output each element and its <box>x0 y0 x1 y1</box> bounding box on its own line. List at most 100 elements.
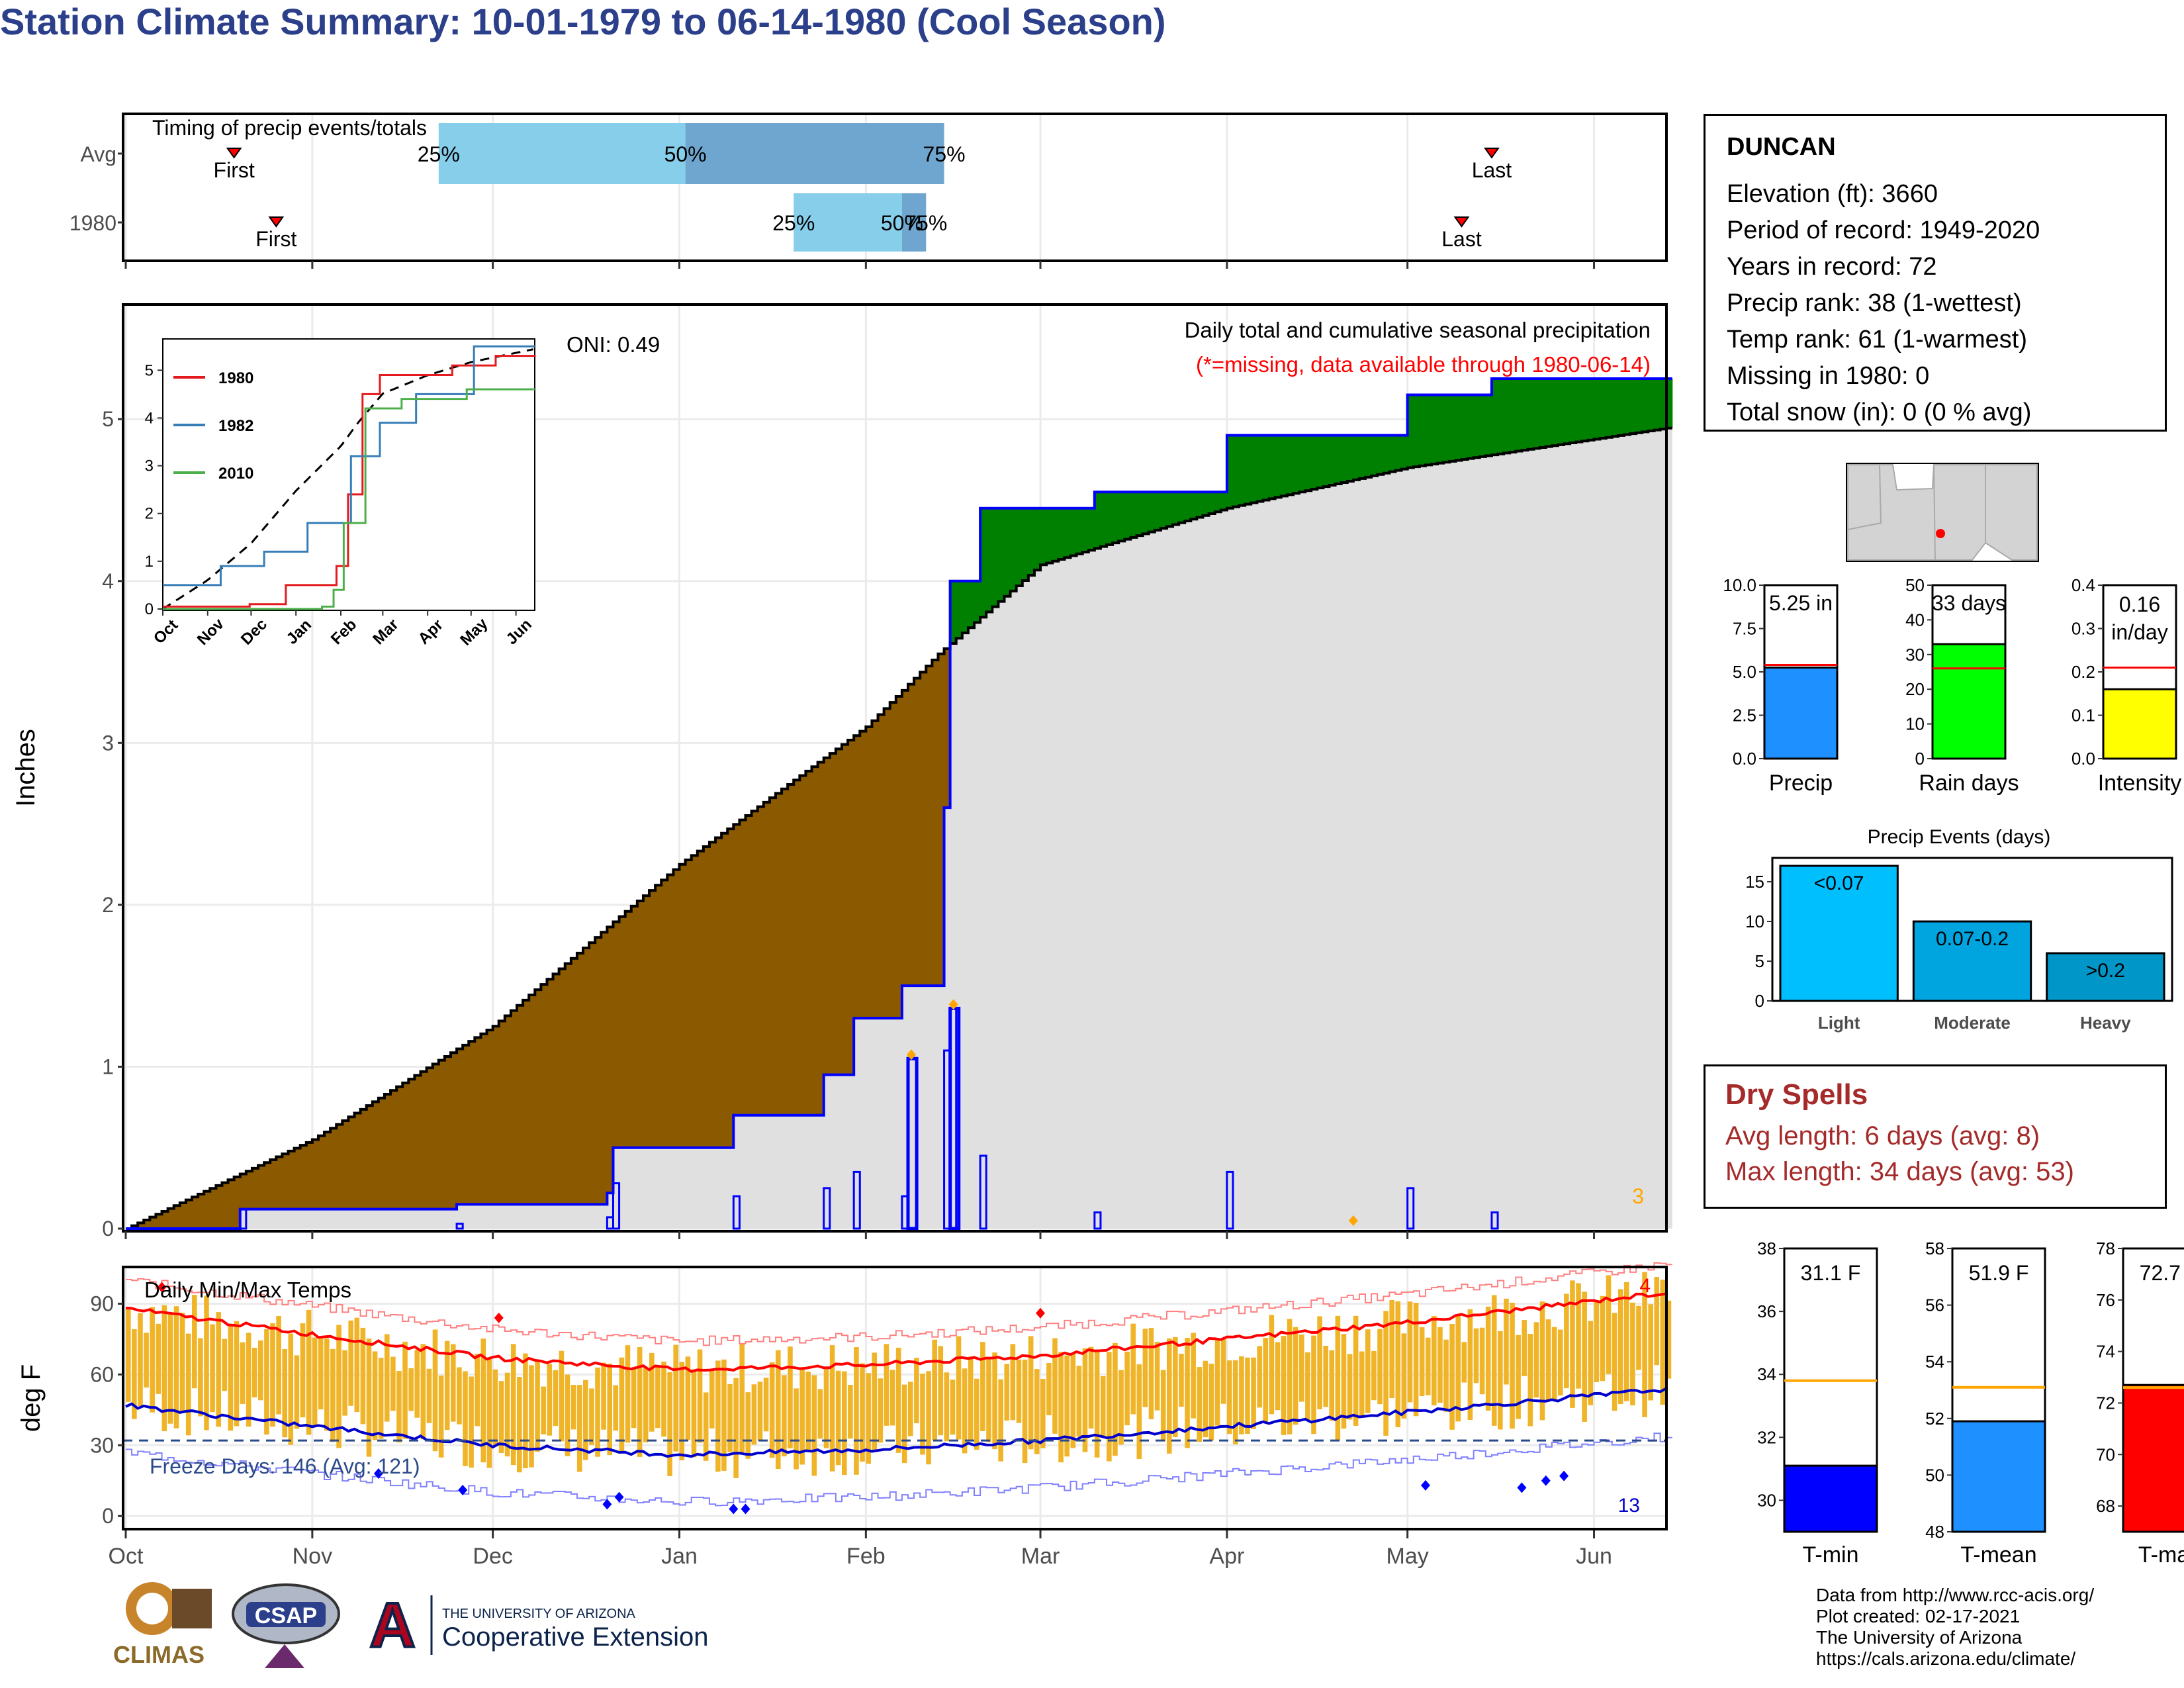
inset-avg-line <box>162 348 534 610</box>
inset-xtick-label: May <box>457 614 492 649</box>
daily-temp-bar <box>625 1345 631 1443</box>
daily-temp-bar <box>1046 1363 1052 1416</box>
ua-mark: A <box>369 1590 415 1661</box>
cumulative-diff-segment <box>908 684 915 986</box>
cumulative-diff-segment <box>1654 379 1661 430</box>
mini-bar-tick-label: 0.1 <box>2071 706 2095 726</box>
daily-temp-bar <box>835 1370 841 1466</box>
cumulative-diff-segment <box>1232 435 1240 507</box>
daily-temp-bar <box>185 1333 191 1436</box>
daily-temp-bar <box>1293 1327 1298 1425</box>
daily-temp-bar <box>216 1312 221 1427</box>
cumulative-diff-segment <box>246 1171 253 1209</box>
oni-label: ONI: 0.49 <box>567 332 660 357</box>
dry-max-length: Max length: 34 days (avg: 53) <box>1725 1157 2074 1186</box>
temp-bar-label: T-mean <box>1960 1542 2036 1568</box>
daily-temp-bar <box>583 1380 588 1460</box>
station-row: Elevation (ft): 3660 <box>1727 180 1938 208</box>
daily-temp-bar <box>1160 1370 1166 1442</box>
daily-temp-bar <box>1582 1291 1587 1422</box>
cumulative-diff-segment <box>607 927 614 1194</box>
climas-text: CLIMAS <box>113 1641 205 1668</box>
month-label: Jun <box>1576 1544 1612 1569</box>
cumulative-diff-segment <box>1329 435 1336 486</box>
daily-temp-bar <box>607 1364 612 1456</box>
daily-temp-bar <box>1623 1282 1629 1401</box>
cumulative-diff-segment <box>685 860 692 1148</box>
temp-bar-tick-label: 52 <box>1925 1409 1944 1429</box>
daily-temp-bar <box>866 1373 871 1464</box>
daily-temp-bar <box>613 1385 619 1431</box>
cumulative-diff-segment <box>727 829 734 1148</box>
temp-bar-tick-label: 72 <box>2096 1393 2115 1413</box>
temp-bar-value: 51.9 F <box>1969 1261 2029 1285</box>
daily-temp-bar <box>570 1385 576 1430</box>
cumulative-diff-segment <box>342 1120 349 1209</box>
daily-temp-bar <box>486 1357 492 1468</box>
daily-temp-bar <box>1630 1302 1635 1406</box>
station-info: DUNCAN Elevation (ft): 3660 Period of re… <box>1704 114 2167 432</box>
temp-bar-tick-label: 50 <box>1925 1465 1944 1485</box>
cumulative-diff-segment <box>1539 379 1547 447</box>
temp-bar-tick-label: 32 <box>1757 1427 1776 1447</box>
daily-temp-bar <box>132 1329 137 1419</box>
cumulative-diff-segment <box>1522 379 1529 451</box>
cumulative-diff-segment <box>1064 508 1071 558</box>
daily-temp-bar <box>998 1379 1003 1462</box>
cumulative-diff-segment <box>1269 435 1276 499</box>
mini-bar <box>1763 666 1839 760</box>
daily-temp-bar <box>697 1349 703 1443</box>
month-label: Nov <box>293 1544 332 1569</box>
daily-precip-bar <box>1490 1211 1499 1230</box>
daily-temp-bar <box>360 1327 366 1425</box>
events-tick-label: 5 <box>1755 951 1764 971</box>
daily-temp-bar <box>1232 1360 1238 1444</box>
daily-temp-bar <box>559 1350 565 1442</box>
daily-temp-bar <box>480 1338 486 1463</box>
credits: Data from http://www.rcc-acis.org/ Plot … <box>1816 1585 2094 1669</box>
mini-bar-value: 0.16 <box>2119 592 2160 616</box>
mini-bar-tick-label: 2.5 <box>1733 706 1756 726</box>
daily-temp-bar <box>1034 1369 1040 1454</box>
temp-bar <box>2122 1383 2184 1533</box>
cumulative-diff-segment <box>1510 379 1516 452</box>
daily-temp-bar <box>1365 1329 1371 1413</box>
cumulative-diff-segment <box>330 1128 337 1209</box>
cumulative-diff-segment <box>132 1225 138 1229</box>
daily-temp-bar <box>1028 1336 1034 1450</box>
cumulative-diff-segment <box>1449 395 1457 461</box>
cumulative-diff-segment <box>204 1191 210 1229</box>
daily-temp-bar <box>1317 1316 1322 1409</box>
credit-line: Data from http://www.rcc-acis.org/ <box>1816 1585 2095 1605</box>
daily-temp-bar <box>1455 1316 1461 1422</box>
cumulative-diff-segment <box>1004 508 1011 596</box>
cumulative-diff-segment <box>1570 379 1576 444</box>
daily-temp-bar <box>920 1374 925 1455</box>
first-marker <box>268 216 285 228</box>
cumulative-diff-segment <box>956 581 963 639</box>
cumulative-diff-segment <box>1606 379 1613 438</box>
daily-temp-bar <box>1166 1338 1172 1454</box>
daily-temp-bar <box>1666 1300 1672 1379</box>
daily-temp-bar <box>565 1374 570 1456</box>
daily-temp-bar <box>1220 1338 1226 1404</box>
cumulative-diff-segment <box>637 900 644 1148</box>
cumulative-diff-segment <box>1636 379 1643 433</box>
daily-temp-bar <box>895 1347 901 1453</box>
cumulative-diff-segment <box>529 994 535 1205</box>
inset-chart: 0 1 2 3 4 5 Oct Nov Dec Jan Feb Mar Apr May Jun 1980 198… <box>145 338 536 649</box>
cumulative-diff-segment <box>769 798 776 1115</box>
events-tick-label: 10 <box>1745 912 1764 931</box>
daily-temp-bar <box>396 1371 402 1443</box>
daily-temp-bar <box>535 1362 540 1452</box>
daily-temp-bar <box>944 1372 950 1442</box>
cumulative-diff-segment <box>841 744 848 1075</box>
daily-temp-bar <box>691 1369 697 1458</box>
cumulative-diff-segment <box>1130 492 1138 538</box>
cumulative-diff-segment <box>799 775 807 1115</box>
daily-temp-bar <box>1636 1305 1641 1370</box>
daily-temp-bar <box>1269 1315 1275 1415</box>
daily-temp-bar <box>1449 1323 1455 1430</box>
precip-ytick-label: 1 <box>102 1055 114 1078</box>
temp-ylabel: deg F <box>17 1364 46 1432</box>
